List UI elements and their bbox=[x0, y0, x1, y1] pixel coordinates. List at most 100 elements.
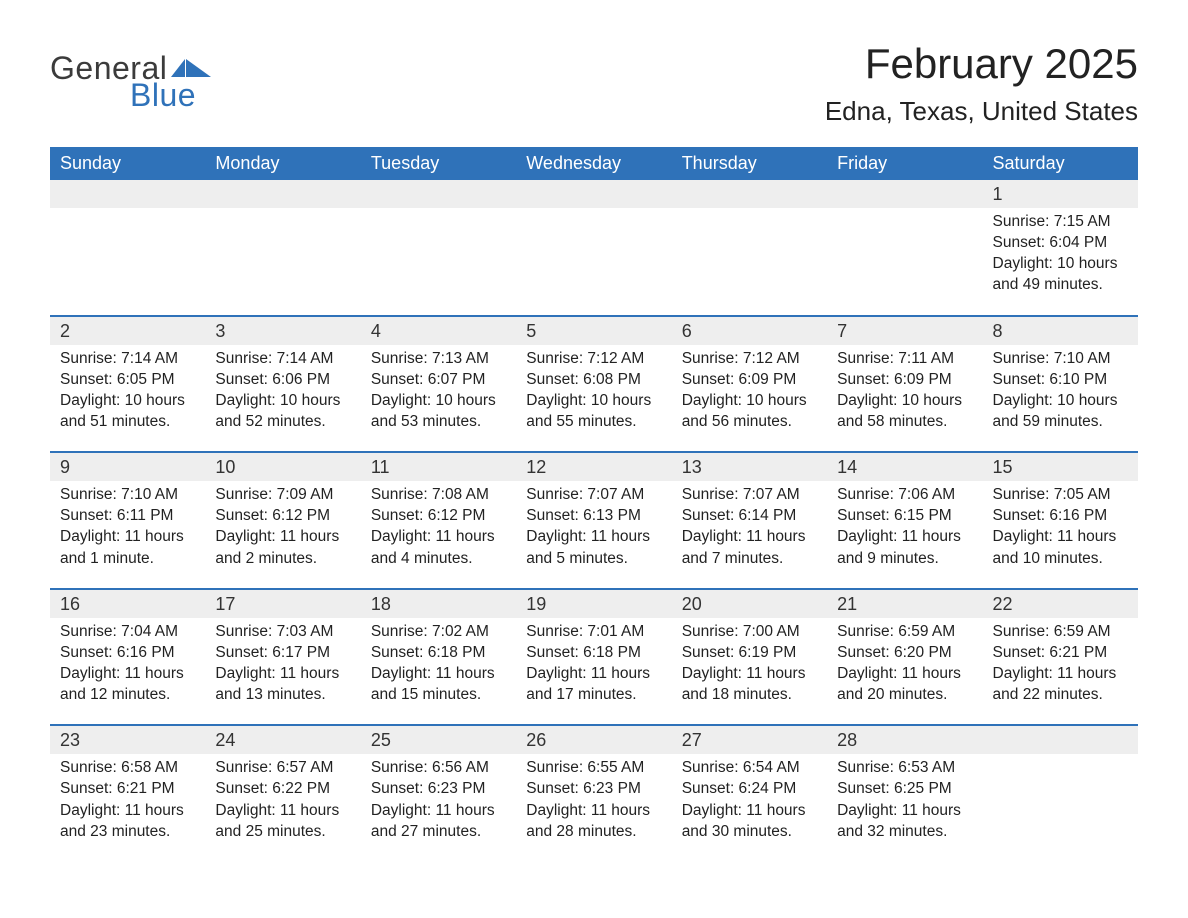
daylight-text-1: Daylight: 11 hours bbox=[993, 664, 1128, 684]
day-number: 25 bbox=[361, 726, 516, 754]
sunrise-text: Sunrise: 7:00 AM bbox=[682, 622, 817, 642]
day-number: 17 bbox=[205, 590, 360, 618]
day-cell: Sunrise: 7:06 AMSunset: 6:15 PMDaylight:… bbox=[827, 481, 982, 588]
sunset-text: Sunset: 6:09 PM bbox=[682, 370, 817, 390]
sunrise-text: Sunrise: 7:10 AM bbox=[993, 349, 1128, 369]
daylight-text-2: and 56 minutes. bbox=[682, 412, 817, 432]
day-header: Monday bbox=[205, 147, 360, 180]
sunrise-text: Sunrise: 7:15 AM bbox=[993, 212, 1128, 232]
daylight-text-2: and 1 minute. bbox=[60, 549, 195, 569]
day-cell: Sunrise: 7:01 AMSunset: 6:18 PMDaylight:… bbox=[516, 618, 671, 725]
daylight-text-1: Daylight: 10 hours bbox=[993, 254, 1128, 274]
day-number: 1 bbox=[983, 180, 1138, 208]
day-cell: Sunrise: 7:08 AMSunset: 6:12 PMDaylight:… bbox=[361, 481, 516, 588]
sunset-text: Sunset: 6:10 PM bbox=[993, 370, 1128, 390]
header: General Blue February 2025 Edna, Texas, … bbox=[50, 40, 1138, 141]
day-cell bbox=[827, 208, 982, 315]
day-header: Friday bbox=[827, 147, 982, 180]
day-cell: Sunrise: 6:54 AMSunset: 6:24 PMDaylight:… bbox=[672, 754, 827, 861]
sunset-text: Sunset: 6:18 PM bbox=[526, 643, 661, 663]
daylight-text-2: and 15 minutes. bbox=[371, 685, 506, 705]
daylight-text-1: Daylight: 11 hours bbox=[60, 664, 195, 684]
week-row: 232425262728Sunrise: 6:58 AMSunset: 6:21… bbox=[50, 724, 1138, 861]
daylight-text-2: and 51 minutes. bbox=[60, 412, 195, 432]
day-number: 9 bbox=[50, 453, 205, 481]
daylight-text-2: and 55 minutes. bbox=[526, 412, 661, 432]
day-header: Tuesday bbox=[361, 147, 516, 180]
daylight-text-2: and 12 minutes. bbox=[60, 685, 195, 705]
daylight-text-2: and 59 minutes. bbox=[993, 412, 1128, 432]
day-cell: Sunrise: 6:59 AMSunset: 6:20 PMDaylight:… bbox=[827, 618, 982, 725]
sunset-text: Sunset: 6:23 PM bbox=[526, 779, 661, 799]
day-cell: Sunrise: 7:12 AMSunset: 6:08 PMDaylight:… bbox=[516, 345, 671, 452]
daynum-row: 9101112131415 bbox=[50, 451, 1138, 481]
day-number: 22 bbox=[983, 590, 1138, 618]
day-number: 18 bbox=[361, 590, 516, 618]
day-cell: Sunrise: 7:14 AMSunset: 6:05 PMDaylight:… bbox=[50, 345, 205, 452]
daylight-text-1: Daylight: 10 hours bbox=[371, 391, 506, 411]
sunrise-text: Sunrise: 7:05 AM bbox=[993, 485, 1128, 505]
daylight-text-1: Daylight: 10 hours bbox=[993, 391, 1128, 411]
sunrise-text: Sunrise: 7:02 AM bbox=[371, 622, 506, 642]
day-number: 3 bbox=[205, 317, 360, 345]
daylight-text-1: Daylight: 10 hours bbox=[682, 391, 817, 411]
calendar: Sunday Monday Tuesday Wednesday Thursday… bbox=[50, 147, 1138, 861]
daylight-text-2: and 10 minutes. bbox=[993, 549, 1128, 569]
daylight-text-2: and 22 minutes. bbox=[993, 685, 1128, 705]
day-cell bbox=[983, 754, 1138, 861]
daylight-text-1: Daylight: 11 hours bbox=[60, 801, 195, 821]
sunset-text: Sunset: 6:15 PM bbox=[837, 506, 972, 526]
day-cell bbox=[50, 208, 205, 315]
day-cell: Sunrise: 7:07 AMSunset: 6:14 PMDaylight:… bbox=[672, 481, 827, 588]
day-cell: Sunrise: 7:13 AMSunset: 6:07 PMDaylight:… bbox=[361, 345, 516, 452]
day-header: Saturday bbox=[983, 147, 1138, 180]
day-cell: Sunrise: 7:15 AMSunset: 6:04 PMDaylight:… bbox=[983, 208, 1138, 315]
day-cell: Sunrise: 7:10 AMSunset: 6:10 PMDaylight:… bbox=[983, 345, 1138, 452]
daylight-text-1: Daylight: 11 hours bbox=[371, 801, 506, 821]
sunset-text: Sunset: 6:08 PM bbox=[526, 370, 661, 390]
day-cell: Sunrise: 6:58 AMSunset: 6:21 PMDaylight:… bbox=[50, 754, 205, 861]
sunrise-text: Sunrise: 6:53 AM bbox=[837, 758, 972, 778]
sunrise-text: Sunrise: 7:07 AM bbox=[526, 485, 661, 505]
sunrise-text: Sunrise: 7:06 AM bbox=[837, 485, 972, 505]
day-number: 19 bbox=[516, 590, 671, 618]
logo-text-2: Blue bbox=[130, 77, 211, 114]
daylight-text-1: Daylight: 11 hours bbox=[526, 801, 661, 821]
daylight-text-1: Daylight: 10 hours bbox=[215, 391, 350, 411]
month-title: February 2025 bbox=[825, 40, 1138, 88]
sunset-text: Sunset: 6:19 PM bbox=[682, 643, 817, 663]
day-header-row: Sunday Monday Tuesday Wednesday Thursday… bbox=[50, 147, 1138, 180]
day-number: 4 bbox=[361, 317, 516, 345]
sunrise-text: Sunrise: 7:09 AM bbox=[215, 485, 350, 505]
day-number: 26 bbox=[516, 726, 671, 754]
daynum-row: 2345678 bbox=[50, 315, 1138, 345]
day-header: Sunday bbox=[50, 147, 205, 180]
logo: General Blue bbox=[50, 50, 211, 114]
daylight-text-2: and 30 minutes. bbox=[682, 822, 817, 842]
location: Edna, Texas, United States bbox=[825, 96, 1138, 127]
day-number: 21 bbox=[827, 590, 982, 618]
daylight-text-2: and 2 minutes. bbox=[215, 549, 350, 569]
day-cell: Sunrise: 7:09 AMSunset: 6:12 PMDaylight:… bbox=[205, 481, 360, 588]
sunrise-text: Sunrise: 7:07 AM bbox=[682, 485, 817, 505]
sunrise-text: Sunrise: 7:11 AM bbox=[837, 349, 972, 369]
day-number bbox=[827, 180, 982, 208]
sunrise-text: Sunrise: 7:14 AM bbox=[60, 349, 195, 369]
sunset-text: Sunset: 6:17 PM bbox=[215, 643, 350, 663]
day-cell: Sunrise: 6:55 AMSunset: 6:23 PMDaylight:… bbox=[516, 754, 671, 861]
sunrise-text: Sunrise: 7:12 AM bbox=[526, 349, 661, 369]
day-number bbox=[983, 726, 1138, 754]
sunset-text: Sunset: 6:12 PM bbox=[371, 506, 506, 526]
sunset-text: Sunset: 6:24 PM bbox=[682, 779, 817, 799]
sunset-text: Sunset: 6:11 PM bbox=[60, 506, 195, 526]
sunset-text: Sunset: 6:04 PM bbox=[993, 233, 1128, 253]
daylight-text-1: Daylight: 10 hours bbox=[60, 391, 195, 411]
daylight-text-2: and 4 minutes. bbox=[371, 549, 506, 569]
day-cell: Sunrise: 6:59 AMSunset: 6:21 PMDaylight:… bbox=[983, 618, 1138, 725]
day-cell: Sunrise: 7:11 AMSunset: 6:09 PMDaylight:… bbox=[827, 345, 982, 452]
day-number: 13 bbox=[672, 453, 827, 481]
day-cell: Sunrise: 7:03 AMSunset: 6:17 PMDaylight:… bbox=[205, 618, 360, 725]
daylight-text-2: and 17 minutes. bbox=[526, 685, 661, 705]
daylight-text-1: Daylight: 11 hours bbox=[682, 664, 817, 684]
sunset-text: Sunset: 6:12 PM bbox=[215, 506, 350, 526]
